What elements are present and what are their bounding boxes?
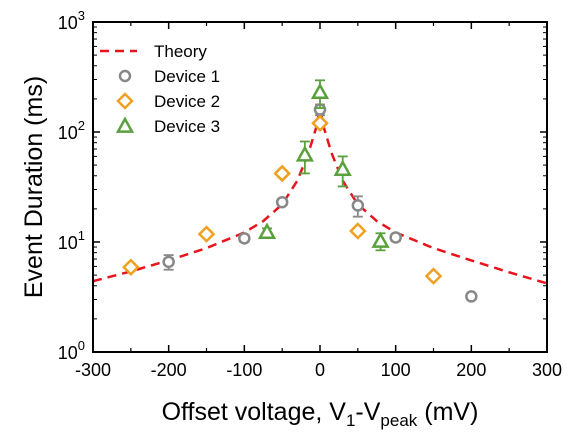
device-1-point [351, 195, 365, 218]
x-tick-label: 100 [381, 360, 411, 380]
device-3-marker [295, 145, 314, 162]
device-2-point [197, 225, 216, 243]
legend-label-device-2: Device 2 [154, 92, 220, 111]
y-tick-label-exponent: 2 [78, 118, 85, 133]
y-tick-label: 103 [58, 8, 85, 33]
device-3-marker [333, 159, 352, 176]
device-1-point [465, 290, 478, 303]
device-2-marker [197, 225, 216, 243]
device-2-marker [424, 267, 443, 285]
plot-marks [93, 79, 547, 303]
device-2-marker [273, 164, 291, 183]
legend-label-device-1: Device 1 [154, 67, 220, 86]
x-axis-title-sub2: peak [380, 411, 417, 430]
y-tick-label-exponent: 1 [78, 228, 85, 243]
legend-item-theory: Theory [100, 42, 207, 61]
legend-swatch-device-1 [118, 69, 132, 83]
device-1-point [162, 254, 175, 271]
y-tick-label: 101 [58, 228, 85, 253]
device-2-marker [311, 114, 329, 133]
y-tick-label-base: 10 [58, 123, 78, 143]
x-axis-title-sub1: 1 [346, 411, 355, 430]
y-axis-title: Event Duration (ms) [20, 76, 48, 298]
legend: Theory Device 1 Device 2 Device 3 [100, 42, 220, 136]
device-3-point [371, 231, 390, 252]
device-2-point [311, 114, 329, 133]
device-3-marker [371, 231, 390, 248]
device-1-marker [162, 255, 175, 269]
device-3-point [257, 222, 277, 239]
device-2-point [273, 164, 291, 183]
y-tick-label-exponent: 3 [78, 8, 85, 23]
device-3-point [295, 140, 314, 175]
legend-label-theory: Theory [154, 42, 207, 61]
device-2-marker [122, 258, 140, 276]
legend-label-device-3: Device 3 [154, 117, 220, 136]
x-tick-label: 200 [456, 360, 486, 380]
y-tick-label-base: 10 [58, 233, 78, 253]
device-2-point [122, 258, 140, 276]
legend-swatch-device-3 [115, 116, 135, 133]
legend-item-device-2: Device 2 [116, 92, 220, 111]
device-2-marker [349, 222, 367, 240]
legend-swatch-device-2 [116, 92, 134, 110]
device-3-marker [257, 222, 277, 239]
legend-item-device-3: Device 3 [115, 116, 220, 136]
device-3-marker [310, 82, 330, 100]
device-3-point [310, 79, 330, 109]
plot-area [93, 79, 547, 303]
device-1-marker [275, 195, 289, 209]
y-tick-label: 102 [58, 118, 85, 143]
x-axis-title-main: Offset voltage, V [162, 398, 347, 426]
x-axis-title-tail: (mV) [417, 398, 478, 426]
y-tick-label: 100 [58, 338, 85, 363]
legend-item-device-1: Device 1 [118, 67, 220, 86]
y-tick-label-base: 10 [58, 13, 78, 33]
x-tick-label: -100 [226, 360, 262, 380]
device-2-point [349, 222, 367, 240]
device-1-marker [351, 199, 365, 212]
device-1-marker [465, 290, 478, 303]
y-tick-label-base: 10 [58, 343, 78, 363]
x-tick-label: -200 [151, 360, 187, 380]
device-2-point [424, 267, 443, 285]
x-tick-label: 300 [532, 360, 562, 380]
device-1-marker [238, 232, 251, 245]
x-tick-label: 0 [315, 360, 325, 380]
x-axis-title: Offset voltage, V1-Vpeak (mV) [162, 398, 479, 430]
x-tick-label: -300 [75, 360, 111, 380]
device-1-point [275, 195, 289, 209]
device-1-marker [389, 231, 402, 244]
device-3-point [333, 155, 352, 188]
x-axis-title-mid: -V [355, 398, 380, 426]
y-tick-label-exponent: 0 [78, 338, 85, 353]
device-1-point [238, 232, 251, 245]
device-1-point [389, 231, 402, 244]
